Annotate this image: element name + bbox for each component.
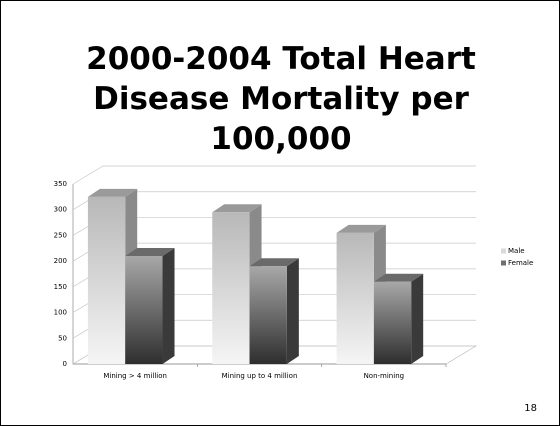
y-tick-label: 300 — [54, 206, 67, 214]
y-tick-label: 350 — [54, 180, 67, 188]
bar-top — [212, 204, 262, 213]
y-tick-label: 100 — [54, 309, 67, 317]
bar — [87, 196, 126, 364]
legend-label: Female — [508, 259, 533, 267]
bar-top — [373, 273, 424, 282]
bar-top — [336, 224, 386, 233]
legend-swatch — [501, 248, 506, 254]
bar — [249, 266, 287, 364]
legend-swatch — [501, 260, 506, 266]
grid-line — [72, 165, 476, 185]
bar — [373, 281, 412, 364]
bar-top — [125, 248, 175, 256]
y-tick-label: 150 — [54, 283, 67, 291]
bar-side — [411, 273, 424, 364]
bar-side — [162, 248, 175, 364]
y-tick-label: 250 — [54, 231, 67, 239]
bar — [336, 232, 374, 364]
bar-top — [249, 258, 299, 267]
x-tick-label: Mining up to 4 million — [222, 372, 298, 380]
x-tick-label: Mining > 4 million — [103, 372, 167, 380]
bar-side — [286, 258, 299, 364]
chart-title: 2000-2004 Total Heart Disease Mortality … — [86, 41, 476, 157]
x-tick-label: Non-mining — [364, 372, 405, 380]
bar — [212, 212, 250, 364]
y-tick-label: 50 — [58, 334, 67, 342]
y-tick-label: 0 — [63, 360, 67, 368]
slide-number: 18 — [524, 403, 537, 414]
y-tick-label: 200 — [54, 257, 67, 265]
legend-label: Male — [508, 247, 525, 255]
bar-top — [87, 188, 138, 197]
bar — [125, 256, 163, 364]
